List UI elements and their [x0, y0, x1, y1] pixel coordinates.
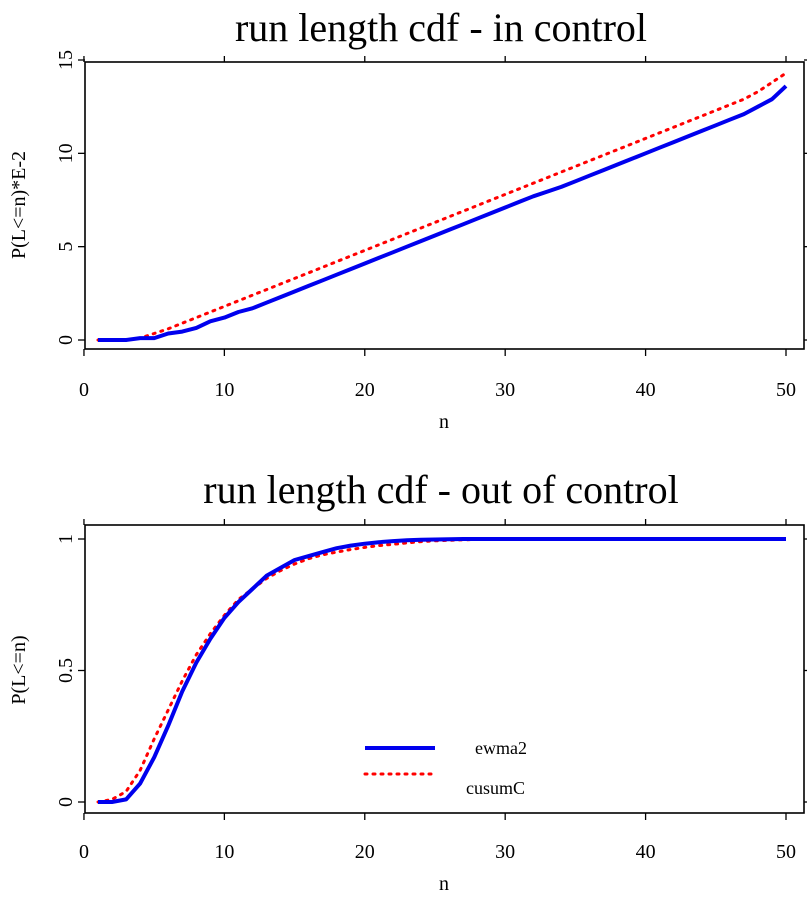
legend-label-cusumC: cusumC	[466, 778, 525, 798]
y-axis-label-in-control: P(L<=n)*E-2	[8, 151, 30, 259]
x-tick-label: 0	[79, 379, 89, 401]
chart-title-in-control: run length cdf - in control	[235, 5, 647, 50]
x-axis-label-out-of-control: n	[439, 873, 449, 895]
x-axis-label-in-control: n	[439, 411, 449, 433]
series-line-cusumC	[96, 537, 788, 804]
y-tick-label: 0	[55, 797, 77, 807]
y-tick-label: 1	[55, 534, 77, 544]
series-line-ewma2	[98, 537, 786, 804]
chart-out-of-control: run length cdf - out of control 0 10 20 30 4…	[8, 467, 807, 895]
x-tick-label: 10	[214, 841, 234, 863]
x-tick-label: 20	[355, 841, 375, 863]
y-tick-label: 5	[55, 242, 77, 252]
series-line-ewma2	[98, 84, 788, 342]
plot-frame-out-of-control	[84, 524, 805, 814]
y-tick-labels-out-of-control: 00.51	[55, 534, 807, 807]
y-tick-label: 0	[55, 335, 77, 345]
x-tick-label: 20	[355, 379, 375, 401]
chart-in-control: run length cdf - in control 0 10 20 30 40 50 …	[8, 5, 807, 433]
series-group-out-of-control	[96, 537, 788, 804]
x-tick-label: 40	[636, 841, 656, 863]
x-tick-label: 10	[214, 379, 234, 401]
y-axis-label-out-of-control: P(L<=n)	[8, 635, 30, 704]
x-tick-labels-out-of-control: 0 10 20 30 40 50	[79, 519, 796, 863]
x-tick-label: 50	[776, 841, 796, 863]
y-tick-label: 10	[55, 143, 77, 163]
x-tick-labels-in-control: 0 10 20 30 40 50	[79, 56, 796, 401]
series-line-cusumC	[96, 71, 788, 342]
y-tick-label: 15	[55, 50, 77, 70]
y-tick-labels-in-control: 0 5 10 15	[55, 50, 807, 345]
legend-label-ewma2: ewma2	[475, 738, 527, 758]
x-tick-label: 40	[636, 379, 656, 401]
x-tick-label: 50	[776, 379, 796, 401]
chart-title-out-of-control: run length cdf - out of control	[203, 467, 678, 512]
y-tick-label: 0.5	[55, 658, 77, 683]
series-group-in-control	[96, 71, 788, 342]
x-tick-label: 30	[495, 379, 515, 401]
x-tick-label: 0	[79, 841, 89, 863]
plot-frame-in-control	[84, 61, 805, 350]
legend: ewma2 cusumC	[363, 738, 527, 798]
x-tick-label: 30	[495, 841, 515, 863]
